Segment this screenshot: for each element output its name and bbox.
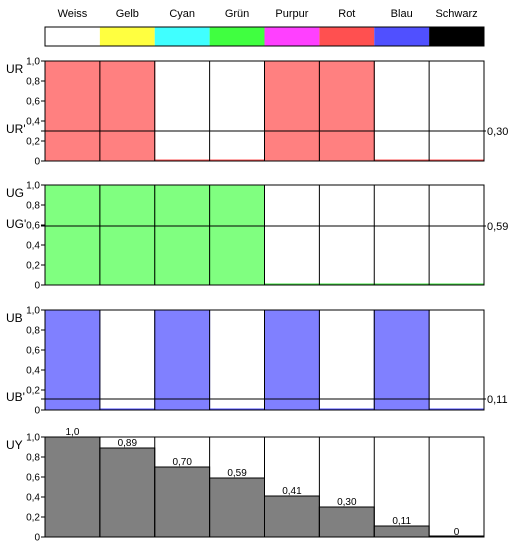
- color-swatch-5: [319, 27, 375, 46]
- y-tick-label: 0: [34, 406, 40, 417]
- bar-uy-0: [44, 436, 101, 538]
- y-tick-label: 0,8: [26, 326, 40, 337]
- data-label: 0,11: [392, 516, 411, 527]
- data-label: 1,0: [65, 427, 79, 438]
- y-tick-label: 0,6: [26, 97, 40, 108]
- color-label-7: Schwarz: [435, 8, 477, 20]
- y-axis-label: UR: [6, 62, 24, 76]
- bar-ub-2: [154, 309, 211, 411]
- y-tick-label: 1,0: [26, 57, 40, 68]
- data-label: 0,59: [227, 468, 247, 479]
- bar-uy-1: [99, 447, 156, 538]
- bar-uy-2: [154, 466, 211, 538]
- y-tick-label: 0,2: [26, 261, 40, 272]
- reference-label: UG': [6, 217, 26, 231]
- bar-ub-0: [44, 309, 101, 411]
- bar-ug-0: [44, 184, 101, 286]
- bar-ur-1: [99, 60, 156, 162]
- color-swatch-0: [45, 27, 100, 46]
- color-label-5: Rot: [338, 8, 355, 20]
- y-tick-label: 0,4: [26, 493, 40, 504]
- bar-ub-6: [373, 309, 430, 411]
- y-tick-label: 0,6: [26, 221, 40, 232]
- bar-ur-5: [318, 60, 375, 162]
- bar-ug-1: [99, 184, 156, 286]
- y-tick-label: 0,8: [26, 77, 40, 88]
- y-tick-label: 0,6: [26, 346, 40, 357]
- y-axis-label: UY: [6, 438, 23, 452]
- color-label-1: Gelb: [116, 8, 139, 20]
- y-tick-label: 0,4: [26, 366, 40, 377]
- panel-ub: 0 0,2 0,4 0,6 0,8 1,0UB UB' 0,11: [6, 306, 508, 417]
- color-swatch-6: [374, 27, 430, 46]
- data-label: 0,30: [337, 497, 357, 508]
- y-tick-label: 1,0: [26, 306, 40, 317]
- reference-label: UB': [6, 390, 25, 404]
- plot-frame: [44, 60, 485, 162]
- color-label-6: Blau: [391, 8, 413, 20]
- bar-uy-5: [318, 506, 375, 538]
- y-tick-label: 0,2: [26, 513, 40, 524]
- plot-frame: [44, 436, 485, 538]
- color-swatch-1: [99, 27, 155, 46]
- y-tick-label: 0,2: [26, 386, 40, 397]
- plot-frame: [44, 309, 485, 411]
- bar-ug-3: [209, 184, 265, 286]
- y-tick-label: 0,8: [26, 453, 40, 464]
- color-swatch-2: [154, 27, 210, 46]
- plot-frame: [44, 184, 485, 286]
- y-tick-label: 1,0: [26, 181, 40, 192]
- bar-uy-6: [373, 525, 430, 538]
- y-tick-label: 0: [34, 281, 40, 292]
- y-axis-label: UG: [6, 186, 24, 200]
- bar-ur-4: [264, 60, 320, 162]
- color-label-4: Purpur: [275, 8, 308, 20]
- panel-uy: 00,20,40,60,81,0UY1,00,890,700,590,410,3…: [6, 427, 485, 544]
- color-swatch-3: [209, 27, 265, 46]
- reference-value-label: 0,11: [487, 394, 508, 406]
- panel-ug: 0 0,2 0,4 0,6 0,8 1,0UG UG' 0,59: [6, 181, 508, 292]
- color-label-2: Cyan: [169, 8, 195, 20]
- y-tick-label: 0,4: [26, 117, 40, 128]
- data-label: 0,89: [118, 438, 138, 449]
- reference-value-label: 0,59: [487, 221, 508, 233]
- color-label-0: Weiss: [58, 8, 88, 20]
- y-tick-label: 1,0: [26, 433, 40, 444]
- color-row-frame: [44, 26, 485, 47]
- y-tick-label: 0,4: [26, 241, 40, 252]
- color-swatch-7: [429, 27, 484, 46]
- y-tick-label: 0: [34, 533, 40, 544]
- color-label-3: Grün: [225, 8, 249, 20]
- panel-ur: 0 0,2 0,4 0,6 0,8 1,0UR UR' 0,30: [6, 57, 508, 168]
- reference-label: UR': [6, 122, 26, 136]
- color-swatch-4: [264, 27, 320, 46]
- bar-ub-4: [264, 309, 320, 411]
- y-tick-label: 0,2: [26, 137, 40, 148]
- data-label: 0: [454, 527, 460, 538]
- reference-value-label: 0,30: [487, 126, 508, 138]
- data-label: 0,70: [172, 457, 192, 468]
- data-label: 0,41: [282, 486, 302, 497]
- y-tick-label: 0: [34, 157, 40, 168]
- color-bar-row: Weiss Gelb Cyan Grün Purpur Rot Blau Schwarz: [44, 8, 485, 47]
- y-axis-label: UB: [6, 311, 23, 325]
- y-tick-label: 0,6: [26, 473, 40, 484]
- bar-uy-4: [264, 495, 320, 538]
- bar-ur-0: [44, 60, 101, 162]
- y-tick-label: 0,8: [26, 201, 40, 212]
- bar-uy-3: [209, 477, 265, 538]
- bar-ug-2: [154, 184, 211, 286]
